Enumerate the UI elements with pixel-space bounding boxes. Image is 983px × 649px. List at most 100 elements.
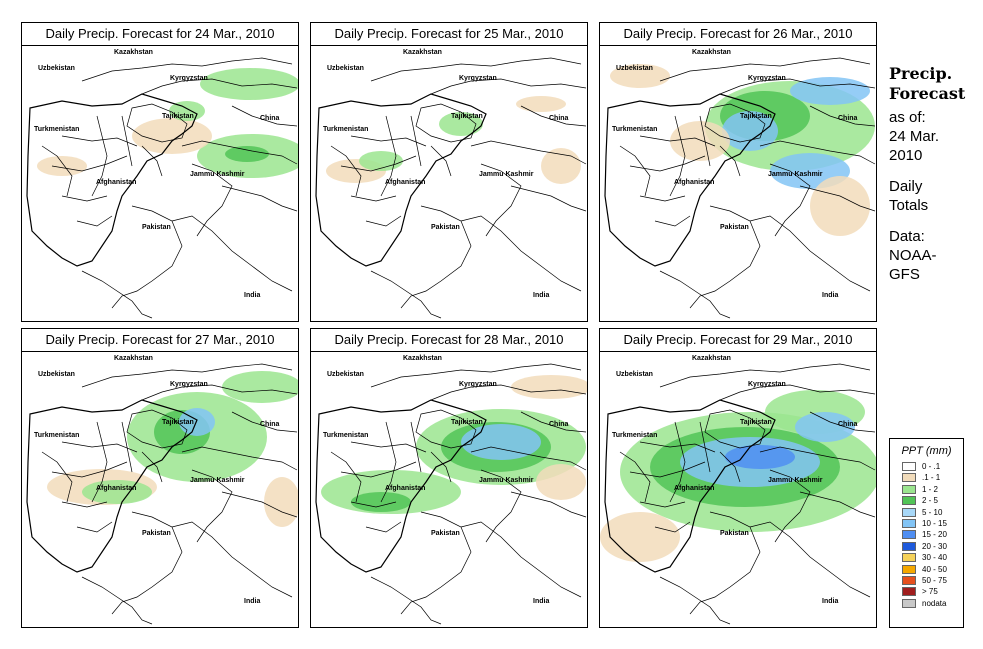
map-label: Jammu Kashmir <box>768 477 823 484</box>
border-line <box>126 409 188 449</box>
border-line <box>470 446 587 471</box>
legend-item: 15 - 20 <box>890 529 963 540</box>
border-layer <box>604 57 876 319</box>
precip-cell <box>600 512 680 562</box>
border-line <box>749 215 871 292</box>
map-label: China <box>838 115 858 122</box>
precip-cell <box>810 176 870 236</box>
border-line <box>415 103 477 143</box>
border-line <box>370 270 442 319</box>
border-line <box>619 451 651 503</box>
border-line <box>619 145 651 197</box>
precip-map: Kazakhstan Uzbekistan Kyrgyzstan Tajikistan… <box>315 355 587 625</box>
precip-cell <box>222 371 298 403</box>
border-layer <box>315 57 587 319</box>
legend-item: 20 - 30 <box>890 541 963 552</box>
border-line <box>171 215 293 292</box>
border-line <box>415 409 477 449</box>
border-line <box>111 511 183 615</box>
border-line <box>809 411 876 433</box>
border-line <box>659 576 731 625</box>
border-line <box>699 115 711 167</box>
precip-cell <box>541 148 581 184</box>
map-label: Jammu Kashmir <box>479 477 534 484</box>
legend-swatch <box>902 507 916 517</box>
border-line <box>430 451 452 483</box>
map-label: Jammu Kashmir <box>190 477 245 484</box>
precip-cell <box>225 146 269 162</box>
legend-item: 5 - 10 <box>890 507 963 518</box>
border-line <box>769 469 811 543</box>
border-line <box>430 384 587 401</box>
legend-label: nodata <box>922 598 947 608</box>
map-label: Kyrgyzstan <box>459 75 497 82</box>
precip-cell <box>264 477 298 527</box>
as-of-date-line2: 2010 <box>889 147 923 164</box>
border-line <box>181 140 298 165</box>
precip-cell <box>516 96 566 112</box>
map-label: India <box>822 598 838 605</box>
border-line <box>51 461 128 478</box>
border-line <box>370 57 582 82</box>
map-label: Turkmenistan <box>612 126 657 133</box>
border-line <box>191 469 233 543</box>
map-label: Kazakhstan <box>114 49 153 56</box>
legend-label: 50 - 75 <box>922 575 947 585</box>
border-line <box>719 145 741 177</box>
panel-title: Daily Precip. Forecast for 26 Mar., 2010 <box>600 23 876 46</box>
border-line <box>480 469 522 543</box>
border-line <box>629 461 706 478</box>
border-line <box>315 399 487 573</box>
precip-cell <box>511 375 587 399</box>
panel-title: Daily Precip. Forecast for 28 Mar., 2010 <box>311 329 587 352</box>
forecast-panel-day5: Daily Precip. Forecast for 28 Mar., 2010… <box>310 328 588 628</box>
map-label: Turkmenistan <box>323 126 368 133</box>
map-label: China <box>838 421 858 428</box>
border-line <box>659 57 871 82</box>
border-line <box>430 78 587 95</box>
border-line <box>141 451 163 483</box>
precip-map: Kazakhstan Uzbekistan Kyrgyzstan Tajikistan… <box>604 49 876 319</box>
border-line <box>61 135 138 147</box>
border-line <box>510 185 587 212</box>
border-line <box>365 215 402 227</box>
border-line <box>315 93 487 267</box>
border-line <box>51 155 128 172</box>
legend-item: 1 - 2 <box>890 484 963 495</box>
precip-layer <box>610 64 875 236</box>
legend-label: 30 - 40 <box>922 553 947 563</box>
border-line <box>26 93 198 267</box>
legend-label: 0 - .1 <box>922 462 941 471</box>
legend-item: 40 - 50 <box>890 564 963 575</box>
border-line <box>659 270 731 319</box>
border-line <box>171 521 293 598</box>
border-line <box>669 115 686 197</box>
map-label: Kazakhstan <box>403 355 442 362</box>
border-line <box>719 78 876 95</box>
border-line <box>76 521 113 533</box>
legend-item: > 75 <box>890 586 963 597</box>
map-label: Uzbekistan <box>616 65 653 72</box>
legend-label: 40 - 50 <box>922 564 947 574</box>
border-line <box>400 205 472 309</box>
legend-swatch <box>902 575 916 585</box>
border-line <box>365 521 402 533</box>
daily-label: Daily <box>889 178 923 195</box>
map-label: Afghanistan <box>96 179 136 186</box>
border-line <box>809 105 876 127</box>
precip-cell <box>359 151 403 171</box>
precip-cell <box>132 118 212 154</box>
border-line <box>430 145 452 177</box>
border-line <box>26 399 198 573</box>
map-label: Tajikistan <box>451 419 483 426</box>
border-line <box>689 511 761 615</box>
border-line <box>604 399 776 573</box>
panel-title: Daily Precip. Forecast for 27 Mar., 2010 <box>22 329 298 352</box>
map-label: Kyrgyzstan <box>170 381 208 388</box>
border-line <box>380 421 397 503</box>
map-label: Jammu Kashmir <box>190 171 245 178</box>
data-label: Data: <box>889 228 925 245</box>
border-line <box>654 521 691 533</box>
forecast-info: Precip. Forecast as of: 24 Mar. 2010 Dai… <box>889 64 981 284</box>
